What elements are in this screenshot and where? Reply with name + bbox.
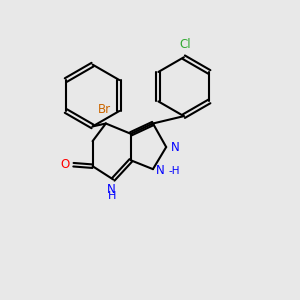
Text: -H: -H [168,166,180,176]
Text: N: N [107,183,116,196]
Text: O: O [61,158,70,171]
Text: N: N [171,141,180,154]
Text: H: H [107,190,116,201]
Text: Br: Br [98,103,111,116]
Text: Cl: Cl [179,38,191,50]
Text: N: N [156,164,165,177]
